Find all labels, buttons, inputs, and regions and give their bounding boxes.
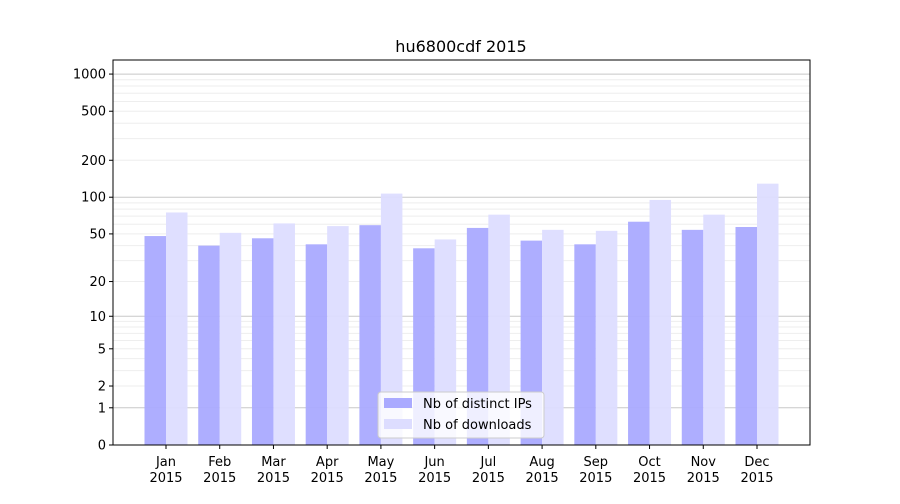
x-tick-label-line: 2015	[579, 471, 612, 486]
bar-ips	[735, 226, 757, 445]
x-tick-label: Jul 2015	[472, 455, 505, 486]
x-tick-label: Sep 2015	[579, 455, 612, 486]
x-tick-label-line: 2015	[149, 471, 182, 486]
x-tick-label: Dec 2015	[740, 455, 773, 486]
legend-label: Nb of downloads	[423, 418, 532, 433]
y-tick-label: 100	[81, 191, 106, 206]
x-tick-label-line: Feb	[208, 455, 231, 470]
bar-downloads	[380, 193, 403, 445]
bar-downloads	[703, 214, 725, 445]
x-tick-label-line: Jul	[480, 455, 497, 470]
x-tick-label-line: Sep	[584, 455, 609, 470]
bar-ips	[305, 244, 328, 445]
bar-downloads	[488, 214, 510, 445]
y-tick-label: 200	[81, 154, 106, 169]
y-tick-label: 5	[98, 342, 106, 357]
x-tick-label: May 2015	[364, 455, 397, 486]
bar-downloads	[273, 223, 295, 445]
bar-ips	[144, 236, 166, 445]
x-tick-label-line: Oct	[638, 455, 660, 470]
legend-swatch	[384, 398, 412, 408]
y-tick-label: 2	[98, 380, 106, 395]
x-tick-label-line: Nov	[691, 455, 717, 470]
bar-downloads	[327, 226, 349, 445]
x-tick-label-line: 2015	[257, 471, 290, 486]
x-tick-label-line: May	[367, 455, 394, 470]
x-tick-label-line: Jun	[423, 455, 444, 470]
x-tick-label-line: 2015	[687, 471, 720, 486]
legend-swatch	[384, 419, 412, 429]
bar-downloads	[166, 212, 188, 445]
x-tick-label-line: 2015	[472, 471, 505, 486]
bar-ips	[574, 244, 596, 445]
y-tick-label: 50	[89, 227, 106, 242]
x-tick-label: Feb 2015	[203, 455, 236, 486]
y-tick-label: 1	[98, 401, 106, 416]
y-tick-label: 500	[81, 105, 106, 120]
x-tick-label-line: 2015	[633, 471, 666, 486]
x-tick-label-line: 2015	[526, 471, 559, 486]
bar-ips	[359, 225, 381, 445]
x-tick-label-line: 2015	[418, 471, 451, 486]
x-tick-label: Jun 2015	[418, 455, 451, 486]
x-tick-label-line: 2015	[203, 471, 236, 486]
x-tick-label-line: 2015	[311, 471, 344, 486]
x-tick-label-line: Dec	[744, 455, 769, 470]
x-tick-label: Jan 2015	[149, 455, 182, 486]
y-tick-label: 0	[98, 439, 106, 454]
bar-downloads	[649, 199, 672, 445]
bar-downloads	[757, 183, 779, 445]
x-tick-label-line: 2015	[740, 471, 773, 486]
x-tick-label-line: Aug	[529, 455, 554, 470]
y-tick-label: 20	[89, 275, 106, 290]
bar-ips	[628, 221, 650, 445]
bar-downloads	[595, 230, 618, 445]
x-tick-label: Aug 2015	[526, 455, 559, 486]
x-tick-label-line: Mar	[261, 455, 286, 470]
x-tick-label-line: Apr	[316, 455, 339, 470]
x-tick-label-line: Jan	[155, 455, 176, 470]
x-tick-label: Apr 2015	[311, 455, 344, 486]
x-tick-label-line: 2015	[364, 471, 397, 486]
bar-ips	[466, 227, 489, 445]
legend-box	[377, 391, 545, 439]
legend-label: Nb of distinct IPs	[423, 397, 532, 412]
x-tick-label: Mar 2015	[257, 455, 290, 486]
bar-ips	[251, 238, 274, 445]
bar-downloads	[542, 229, 564, 445]
bar-downloads	[219, 232, 242, 445]
y-tick-label: 1000	[73, 68, 106, 83]
y-tick-label: 10	[89, 310, 106, 325]
x-tick-label: Oct 2015	[633, 455, 666, 486]
plot-frame	[112, 59, 811, 446]
x-tick-label: Nov 2015	[687, 455, 720, 486]
chart-title: hu6800cdf 2015	[395, 37, 526, 56]
bar-ips	[198, 245, 220, 445]
bar-ips	[681, 229, 704, 445]
